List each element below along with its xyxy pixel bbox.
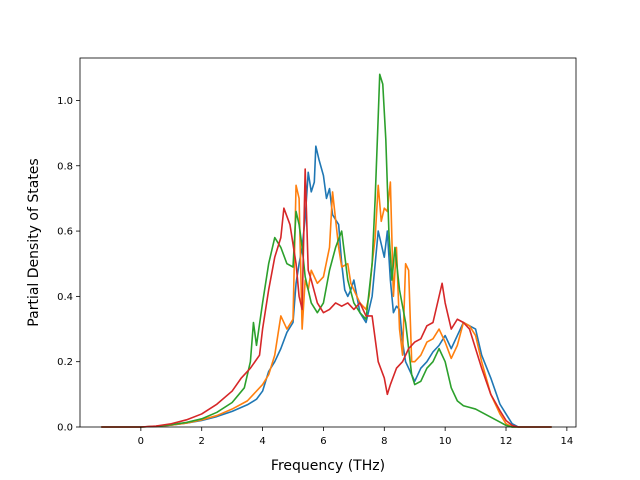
x-tick-label: 14	[561, 436, 574, 447]
x-tick-label: 0	[138, 436, 144, 447]
plot-frame	[79, 57, 577, 428]
series-layer	[101, 73, 552, 428]
series-line-3	[101, 73, 552, 428]
x-tick-label: 4	[259, 436, 265, 447]
x-tick-label: 12	[500, 436, 513, 447]
y-tick-label: 0.0	[57, 423, 73, 434]
ticks-layer: 0 2 4 6 8 10 12 14 0.0 0.2 0.4 0.6 0.8 1.0	[57, 96, 573, 447]
x-tick-label: 8	[381, 436, 387, 447]
x-tick-label: 2	[199, 436, 205, 447]
y-tick-label: 0.8	[57, 161, 73, 172]
series-line-4	[101, 168, 552, 428]
x-axis-title: Frequency (THz)	[271, 458, 385, 474]
y-axis-title: Partial Density of States	[26, 158, 42, 326]
x-tick-label: 10	[439, 436, 452, 447]
y-tick-label: 0.6	[57, 227, 73, 238]
y-tick-label: 0.4	[57, 292, 73, 303]
y-tick-label: 0.2	[57, 357, 73, 368]
y-tick-label: 1.0	[57, 96, 73, 107]
x-tick-label: 6	[320, 436, 326, 447]
